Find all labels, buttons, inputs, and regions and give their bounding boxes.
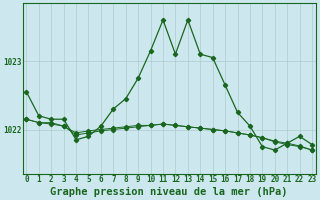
X-axis label: Graphe pression niveau de la mer (hPa): Graphe pression niveau de la mer (hPa) (51, 187, 288, 197)
